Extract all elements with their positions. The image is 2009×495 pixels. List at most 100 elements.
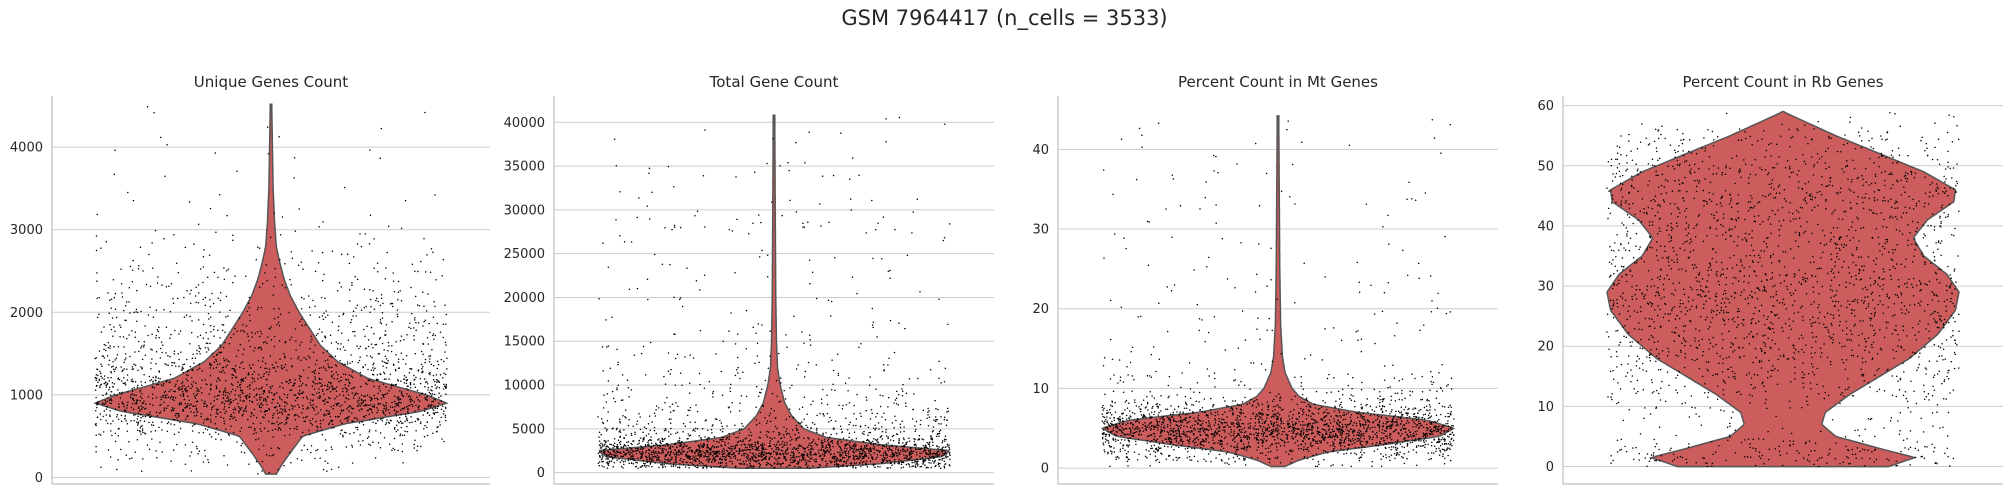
data-point	[316, 429, 318, 432]
data-point	[795, 424, 798, 427]
data-point	[412, 405, 414, 408]
data-point	[248, 314, 251, 316]
data-point	[897, 449, 900, 452]
data-point	[194, 397, 197, 399]
data-point	[351, 444, 353, 446]
data-point	[881, 416, 883, 418]
data-point	[900, 463, 903, 466]
data-point	[433, 338, 435, 341]
data-point	[847, 452, 850, 455]
data-point	[1369, 428, 1371, 430]
data-point	[372, 346, 374, 349]
data-point	[269, 354, 272, 357]
data-point	[133, 363, 135, 365]
data-point	[429, 331, 431, 334]
data-point	[281, 368, 284, 370]
data-point	[711, 392, 714, 395]
data-point	[428, 405, 430, 408]
data-point	[431, 334, 434, 337]
data-point	[1378, 427, 1381, 430]
data-point	[201, 370, 204, 372]
data-point	[255, 417, 258, 419]
data-point	[125, 357, 127, 359]
data-point	[1300, 429, 1302, 432]
data-point	[759, 436, 762, 439]
data-point	[274, 276, 277, 278]
data-point	[289, 379, 291, 381]
data-point	[787, 464, 790, 467]
data-point	[183, 385, 185, 387]
data-point	[225, 316, 227, 318]
data-point	[886, 456, 889, 459]
data-point	[318, 397, 321, 399]
data-point	[182, 367, 184, 370]
data-point	[355, 417, 357, 419]
data-point	[424, 424, 426, 427]
data-point	[333, 404, 335, 407]
data-point	[185, 387, 187, 389]
data-point	[326, 401, 328, 403]
data-point	[147, 334, 149, 337]
data-point	[226, 464, 229, 466]
data-point	[822, 441, 824, 444]
data-point	[95, 373, 98, 376]
data-point	[754, 441, 756, 444]
data-point	[726, 425, 728, 427]
data-point	[766, 436, 769, 438]
data-point	[353, 431, 355, 434]
data-point	[796, 463, 798, 465]
data-point	[240, 407, 243, 409]
data-point	[709, 452, 712, 454]
data-point	[729, 456, 731, 458]
data-point	[302, 416, 305, 419]
data-point	[200, 415, 202, 418]
data-point	[827, 442, 830, 444]
data-point	[141, 402, 144, 405]
data-point	[331, 370, 333, 373]
data-point	[284, 434, 286, 437]
data-point	[877, 465, 879, 468]
data-point	[406, 417, 408, 420]
data-point	[195, 401, 198, 403]
data-point	[198, 390, 200, 393]
data-point	[197, 336, 199, 338]
data-point	[119, 335, 121, 338]
data-point	[906, 450, 908, 452]
data-point	[862, 440, 865, 443]
data-point	[202, 323, 205, 326]
data-point	[407, 385, 409, 387]
data-point	[664, 427, 667, 430]
data-point	[307, 295, 310, 297]
data-point	[271, 454, 273, 457]
data-point	[1421, 424, 1423, 427]
data-point	[385, 333, 387, 336]
data-point	[648, 455, 650, 457]
data-point	[263, 398, 265, 400]
data-point	[165, 397, 167, 399]
data-point	[308, 366, 310, 369]
data-point	[124, 359, 126, 361]
data-point	[353, 330, 356, 333]
data-point	[801, 421, 803, 423]
data-point	[627, 459, 630, 462]
data-point	[904, 451, 907, 453]
data-point	[606, 445, 609, 447]
data-point	[841, 408, 844, 410]
data-point	[172, 409, 175, 411]
data-point	[898, 437, 900, 440]
data-point	[833, 427, 835, 429]
data-point	[245, 377, 247, 379]
data-point	[743, 443, 745, 445]
data-point	[440, 416, 443, 419]
data-point	[280, 364, 283, 367]
data-point	[933, 462, 935, 464]
data-point	[927, 447, 929, 450]
data-point	[885, 443, 888, 445]
data-point	[114, 368, 117, 370]
data-point	[671, 446, 674, 448]
data-point	[855, 448, 858, 451]
data-point	[401, 443, 404, 445]
data-point	[107, 346, 110, 349]
data-point	[789, 454, 792, 457]
data-point	[944, 463, 947, 465]
